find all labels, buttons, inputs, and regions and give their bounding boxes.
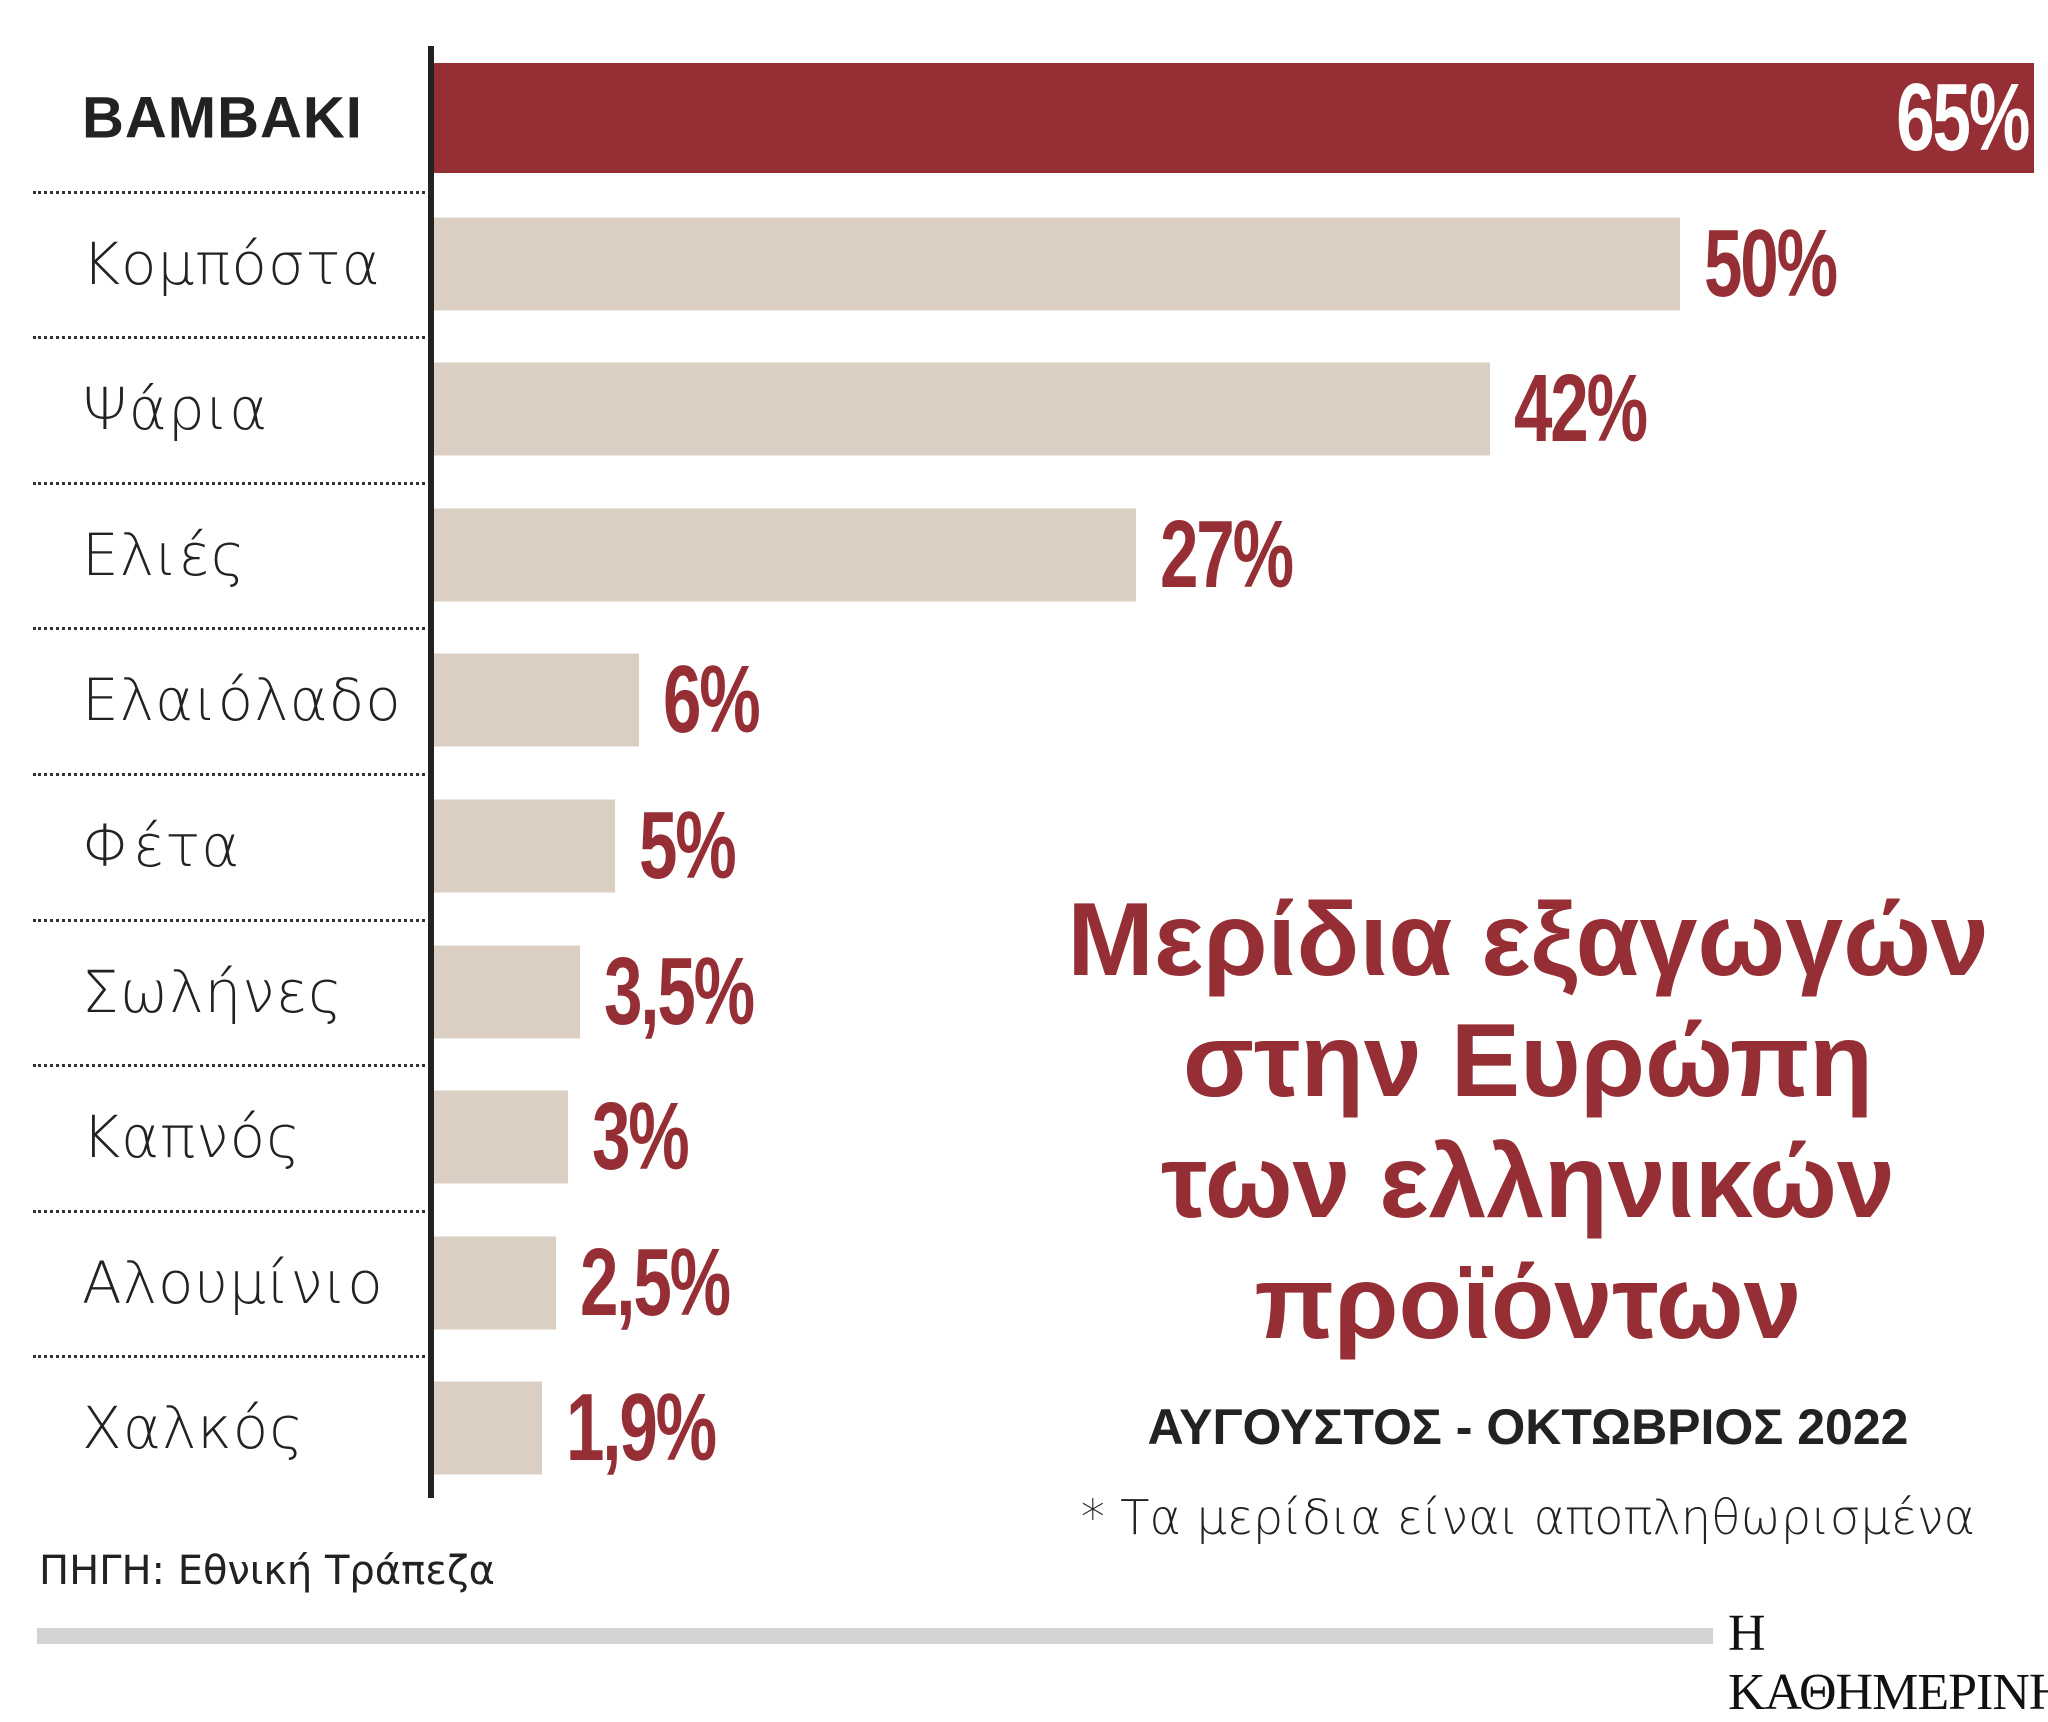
- row-separator: [33, 1064, 425, 1068]
- row-separator: [33, 336, 425, 340]
- row-separator: [33, 1209, 425, 1213]
- value-label: 27%: [1159, 500, 1294, 608]
- category-label: Σωλήνες: [82, 957, 344, 1026]
- value-label: 3%: [591, 1083, 690, 1191]
- bar-row: Καπνός 3%: [0, 1064, 2048, 1210]
- chart-subtitle: ΑΥΓΟΥΣΤΟΣ - ΟΚΤΩΒΡΙΟΣ 2022: [1147, 1399, 1909, 1455]
- value-label: 3,5%: [603, 937, 755, 1045]
- category-label: Ελιές: [82, 520, 246, 589]
- value-label: 2,5%: [580, 1228, 731, 1336]
- bar: [434, 653, 639, 747]
- category-label: ΒΑΜΒΑΚΙ: [82, 85, 363, 151]
- bar: [434, 63, 2035, 173]
- bar-row: Κομπόστα 50%: [0, 191, 2048, 337]
- bar: [434, 945, 580, 1039]
- source-note: ΠΗΓΗ: Εθνική Τράπεζα: [39, 1548, 495, 1594]
- category-label: Ελαιόλαδο: [82, 666, 402, 735]
- row-separator: [33, 918, 425, 922]
- category-label: Καπνός: [82, 1103, 302, 1172]
- bar-row: ΒΑΜΒΑΚΙ 65%: [0, 45, 2048, 191]
- bar-row: Χαλκός 1,9%: [0, 1355, 2048, 1501]
- category-label: Κομπόστα: [82, 229, 381, 298]
- category-label: Χαλκός: [82, 1394, 305, 1463]
- category-label: Αλουμίνιο: [82, 1248, 384, 1317]
- bar: [434, 1236, 557, 1330]
- title-line: Μερίδια εξαγωγών: [1067, 882, 1989, 998]
- y-axis-line: [428, 46, 434, 1498]
- bar-row: Σωλήνες 3,5%: [0, 919, 2048, 1065]
- footer-rule: [37, 1628, 1713, 1644]
- footnote: * Τα μερίδια είναι αποπληθωρισμένα: [1080, 1490, 1976, 1546]
- category-label: Φέτα: [82, 812, 241, 880]
- row-separator: [33, 627, 425, 631]
- value-label: 6%: [662, 646, 761, 754]
- bar: [434, 362, 1491, 456]
- bar-row: Ελαιόλαδο 6%: [0, 627, 2048, 773]
- row-separator: [33, 481, 425, 485]
- bar-row: Ελιές 27%: [0, 482, 2048, 628]
- bar-row: Ψάρια 42%: [0, 336, 2048, 482]
- value-label: 50%: [1703, 209, 1838, 317]
- title-line: των ελληνικών: [1161, 1124, 1895, 1240]
- value-label: 65%: [1896, 64, 2030, 171]
- row-separator: [33, 773, 425, 776]
- value-label: 42%: [1514, 355, 1648, 463]
- category-label: Ψάρια: [82, 375, 269, 444]
- title-line: προϊόντων: [1254, 1245, 1802, 1361]
- bar: [434, 508, 1136, 602]
- bar: [434, 217, 1680, 311]
- value-label: 1,9%: [565, 1374, 717, 1482]
- bar: [434, 1090, 568, 1184]
- chart-title: Μερίδια εξαγωγών στην Ευρώπη των ελληνικ…: [1028, 880, 2028, 1364]
- bar: [434, 799, 616, 893]
- title-line: στην Ευρώπη: [1182, 1003, 1874, 1119]
- bar-row: Αλουμίνιο 2,5%: [0, 1210, 2048, 1356]
- bar-row: Φέτα 5%: [0, 773, 2048, 919]
- bar: [434, 1381, 542, 1475]
- value-label: 5%: [639, 792, 737, 899]
- publisher-logo: Η ΚΑΘΗΜΕΡΙΝΗ: [1728, 1605, 2048, 1721]
- row-separator: [33, 1355, 425, 1359]
- row-separator: [33, 190, 425, 194]
